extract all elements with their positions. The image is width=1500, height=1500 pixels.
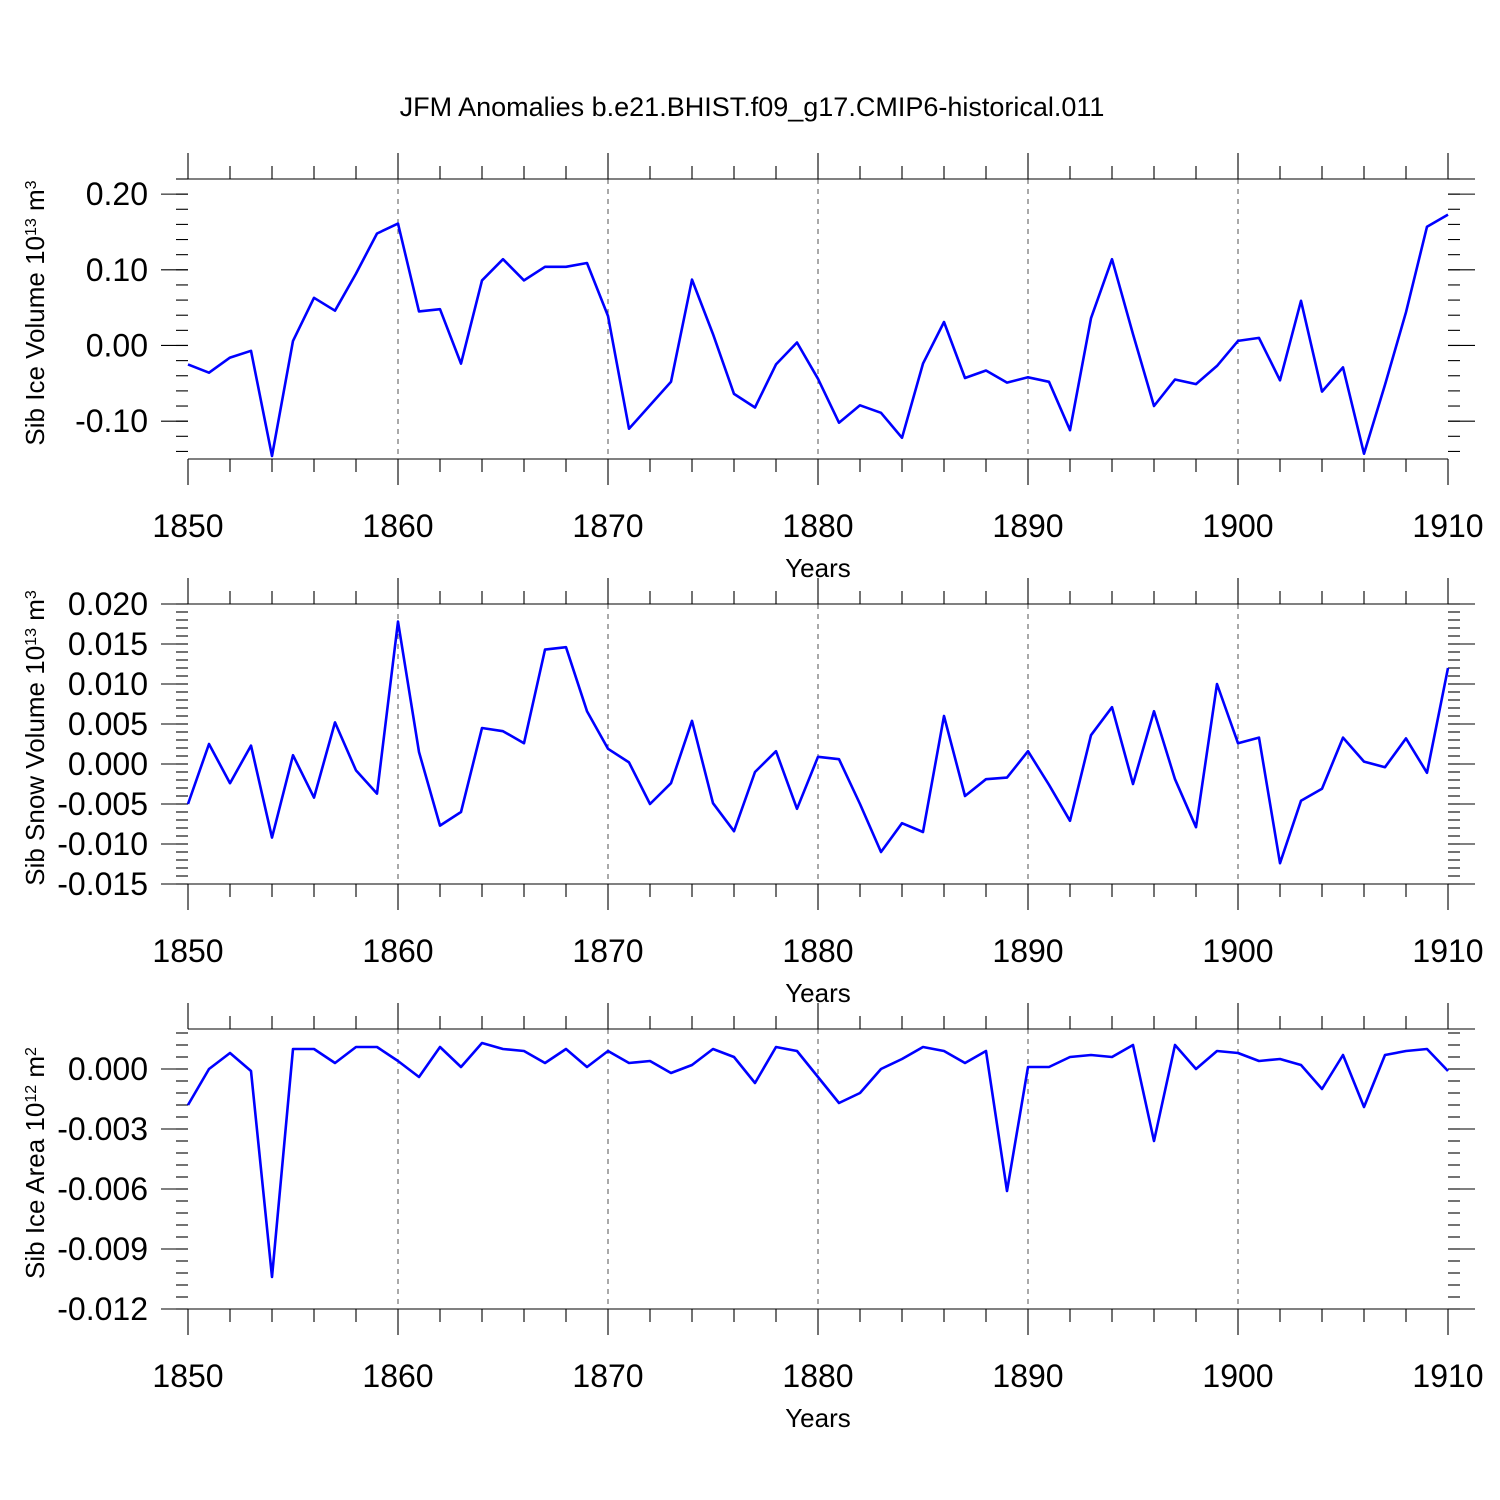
y-tick-label: -0.015 — [57, 866, 148, 902]
y-tick-label: 0.015 — [68, 626, 148, 662]
x-tick-label: 1890 — [992, 508, 1063, 544]
x-tick-label: 1880 — [782, 508, 853, 544]
x-tick-label: 1850 — [152, 933, 223, 969]
y-tick-label: 0.005 — [68, 706, 148, 742]
x-tick-label: 1860 — [362, 933, 433, 969]
x-tick-label: 1910 — [1412, 933, 1483, 969]
y-tick-label: -0.003 — [57, 1111, 148, 1147]
x-tick-label: 1910 — [1412, 1358, 1483, 1394]
panel-snow-volume: -0.015 -0.010 -0.005 0.000 0.005 0.010 0.015 0.… — [20, 578, 1484, 1008]
y-tick-label: 0.20 — [86, 176, 148, 212]
y-axis-label: Sib Ice Volume 1013 m3 — [20, 180, 50, 445]
x-tick-label: 1870 — [572, 1358, 643, 1394]
x-tick-label: 1870 — [572, 933, 643, 969]
y-tick-label: -0.005 — [57, 786, 148, 822]
y-tick-label: -0.009 — [57, 1231, 148, 1267]
y-axis-label: Sib Snow Volume 1013 m3 — [20, 590, 50, 886]
chart-title: JFM Anomalies b.e21.BHIST.f09_g17.CMIP6-… — [400, 92, 1105, 122]
x-tick-label: 1850 — [152, 508, 223, 544]
panels: -0.10 0.00 0.10 0.20 1850 1860 1870 1880 1890 190… — [20, 153, 1484, 1433]
y-tick-label: 0.020 — [68, 586, 148, 622]
y-tick-label: 0.010 — [68, 666, 148, 702]
x-tick-label: 1910 — [1412, 508, 1483, 544]
y-tick-label: 0.00 — [86, 327, 148, 363]
panel-ice-area: -0.012 -0.009 -0.006 -0.003 0.000 1850 1860 187… — [20, 1003, 1484, 1433]
y-tick-label: 0.000 — [68, 746, 148, 782]
y-axis-label: Sib Ice Area 1012 m2 — [20, 1047, 50, 1279]
x-tick-label: 1860 — [362, 508, 433, 544]
x-tick-label: 1890 — [992, 933, 1063, 969]
y-tick-label: -0.012 — [57, 1291, 148, 1327]
x-tick-label: 1850 — [152, 1358, 223, 1394]
y-tick-label: 0.000 — [68, 1051, 148, 1087]
panel-ice-volume: -0.10 0.00 0.10 0.20 1850 1860 1870 1880 1890 190… — [20, 153, 1484, 583]
y-tick-label: -0.010 — [57, 826, 148, 862]
x-axis-label: Years — [785, 1403, 851, 1433]
x-tick-label: 1870 — [572, 508, 643, 544]
x-tick-label: 1880 — [782, 1358, 853, 1394]
series-line-ice-volume — [187, 213, 1449, 458]
x-tick-label: 1900 — [1202, 933, 1273, 969]
x-tick-label: 1880 — [782, 933, 853, 969]
x-tick-label: 1860 — [362, 1358, 433, 1394]
series-line-snow-volume — [186, 620, 1450, 865]
series-line-ice-area — [186, 1041, 1449, 1279]
y-tick-label: -0.10 — [75, 403, 148, 439]
x-tick-label: 1890 — [992, 1358, 1063, 1394]
y-tick-label: -0.006 — [57, 1171, 148, 1207]
x-tick-label: 1900 — [1202, 1358, 1273, 1394]
y-tick-label: 0.10 — [86, 252, 148, 288]
x-tick-label: 1900 — [1202, 508, 1273, 544]
